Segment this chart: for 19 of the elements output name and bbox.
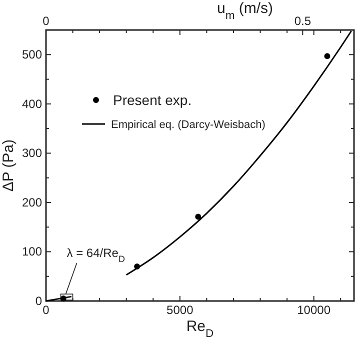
y-axis-title: ΔP (Pa) (0, 139, 17, 192)
y-tick-label: 400 (22, 96, 42, 111)
y-tick-label: 500 (22, 48, 42, 62)
y-tick-label: 100 (22, 244, 42, 259)
x-tick-label: 5000 (166, 303, 194, 317)
x2-tick-label: 0.5 (294, 14, 312, 28)
x-axis-title: Re$_{D}$ (186, 318, 214, 340)
point (60, 296, 66, 302)
point (195, 214, 202, 220)
legend-label: Present exp. (113, 92, 192, 108)
point (134, 264, 140, 270)
point (324, 53, 330, 60)
y-tick-label: 0 (35, 294, 42, 308)
x-tick-label: 10000 (297, 303, 331, 317)
x2-axis-title: u$_{m}$ (m/s) (216, 0, 274, 22)
annotation: λ = 64/Re$_{D}$ (66, 246, 126, 264)
y-tick-label: 300 (22, 146, 42, 160)
legend-label: Empirical eq. (Darcy-Weisbach) (111, 119, 266, 131)
y-tick-label: 200 (22, 195, 42, 210)
